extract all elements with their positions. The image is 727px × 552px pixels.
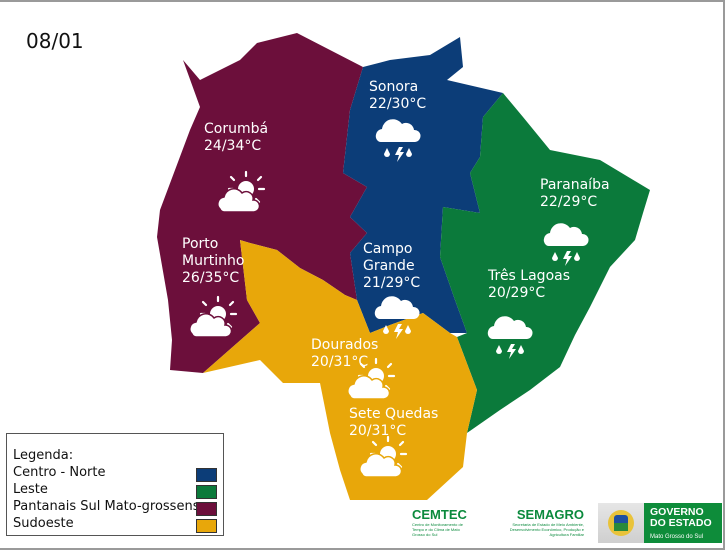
legend-item-sudoeste: Sudoeste [13, 516, 217, 534]
city-temp: 20/31°C [311, 354, 369, 370]
city-name: Paranaíba [540, 177, 610, 193]
region-pantanais [157, 33, 367, 373]
city-name: Sonora [369, 79, 419, 95]
region-sudoeste [203, 240, 477, 500]
city-name: Porto [182, 236, 219, 252]
cemtec-name: CEMTEC [412, 507, 467, 522]
city-temp: 22/29°C [540, 194, 598, 210]
region-leste [440, 93, 650, 433]
city-temp: 24/34°C [204, 138, 262, 154]
city-campo-grande: Campo Grande 21/29°C [363, 241, 420, 292]
gov-line2: DO ESTADO [650, 517, 712, 529]
city-name: Murtinho [182, 253, 245, 269]
semagro-name: SEMAGRO [516, 507, 584, 522]
legend-swatch [196, 485, 217, 499]
legend-label: Pantanais Sul Mato-grossense [13, 499, 208, 514]
cemtec-subtitle: Centro de Monitoramento de Tempo e do Cl… [412, 522, 463, 537]
city-corumba: Corumbá 24/34°C [204, 121, 268, 155]
gov-subtitle: Mato Grosso do Sul [650, 534, 704, 540]
city-name: Campo [363, 241, 413, 257]
city-temp: 21/29°C [363, 275, 421, 291]
city-name: Três Lagoas [488, 268, 571, 284]
semagro-subtitle: Secretaria de Estado de Meio Ambiente, D… [509, 522, 584, 537]
legend-swatch [196, 502, 217, 516]
governo-logo: GOVERNO DO ESTADO Mato Grosso do Sul [598, 503, 724, 543]
legend-label: Sudoeste [13, 516, 74, 531]
legend: Legenda: Centro - Norte Leste Pantanais … [6, 433, 224, 536]
city-name: Dourados [311, 337, 379, 353]
city-temp: 20/29°C [488, 285, 546, 301]
semagro-logo: SEMAGRO Secretaria de Estado de Meio Amb… [496, 507, 584, 537]
city-name: Sete Quedas [349, 406, 439, 422]
city-porto-murtinho: Porto Murtinho 26/35°C [182, 236, 244, 287]
legend-item-centro-norte: Centro - Norte [13, 465, 217, 483]
city-sonora: Sonora 22/30°C [369, 79, 426, 113]
city-tres-lagoas: Três Lagoas 20/29°C [488, 268, 570, 302]
city-temp: 26/35°C [182, 270, 240, 286]
forecast-date: 08/01 [26, 29, 84, 53]
city-paranaiba: Paranaíba 22/29°C [540, 177, 610, 211]
city-temp: 20/31°C [349, 423, 407, 439]
region-centro-norte [343, 37, 503, 333]
legend-swatch [196, 519, 217, 533]
legend-item-pantanais: Pantanais Sul Mato-grossense [13, 499, 217, 517]
gov-line1: GOVERNO [650, 506, 704, 518]
city-name: Grande [363, 258, 415, 274]
legend-item-leste: Leste [13, 482, 217, 500]
legend-label: Centro - Norte [13, 465, 106, 480]
city-temp: 22/30°C [369, 96, 427, 112]
cemtec-logo: CEMTEC Centro de Monitoramento de Tempo … [412, 507, 470, 537]
legend-label: Leste [13, 482, 48, 497]
city-name: Corumbá [204, 121, 269, 137]
legend-title: Legenda: [13, 448, 74, 463]
city-sete-quedas: Sete Quedas 20/31°C [349, 406, 438, 440]
legend-swatch [196, 468, 217, 482]
city-dourados: Dourados 20/31°C [311, 337, 378, 371]
state-crest-icon [598, 503, 644, 543]
